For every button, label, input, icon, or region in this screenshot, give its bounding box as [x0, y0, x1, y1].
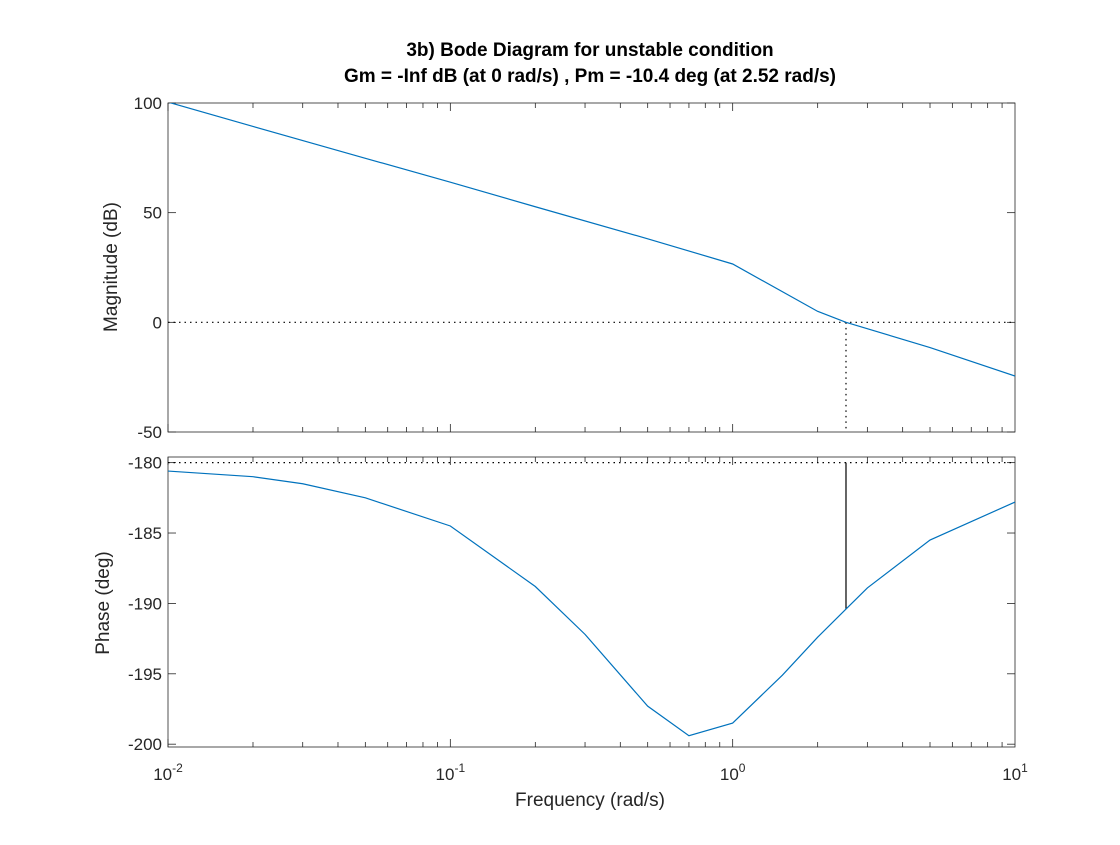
magnitude-axis-label: Magnitude (dB)	[101, 202, 122, 332]
phase-axes-box	[167, 456, 1016, 748]
chart-subtitle: Gm = -Inf dB (at 0 rad/s) , Pm = -10.4 d…	[344, 66, 836, 87]
magnitude-y-tick-label: 100	[134, 94, 162, 113]
tick-base: 10	[720, 765, 739, 784]
tick-base: 10	[1002, 765, 1021, 784]
magnitude-axes: 100 50 0 -50	[134, 94, 1016, 442]
frequency-tick-label: 100	[720, 761, 746, 784]
magnitude-y-tick-label: -50	[137, 423, 162, 442]
tick-exponent: 1	[1021, 761, 1028, 775]
tick-base: 10	[436, 765, 455, 784]
phase-y-tick-label: -190	[128, 594, 162, 613]
magnitude-line	[168, 103, 1015, 377]
chart-title: 3b) Bode Diagram for unstable condition	[406, 40, 773, 61]
phase-y-tick-label: -180	[128, 454, 162, 473]
frequency-axis-label: Frequency (rad/s)	[515, 790, 665, 811]
phase-line	[168, 470, 1015, 737]
tick-base: 10	[153, 765, 172, 784]
magnitude-axes-box	[167, 102, 1016, 433]
phase-axis-label: Phase (deg)	[93, 551, 114, 655]
tick-exponent: -2	[172, 761, 183, 775]
frequency-tick-labels: 10-2 10-1 100 101	[153, 761, 1028, 784]
frequency-tick-label: 10-1	[436, 761, 466, 784]
phase-axes: -180 -185 -190 -195 -200	[128, 454, 1016, 754]
phase-y-tick-label: -195	[128, 665, 162, 684]
phase-y-tick-label: -185	[128, 524, 162, 543]
phase-y-tick-label: -200	[128, 735, 162, 754]
tick-exponent: 0	[739, 761, 746, 775]
magnitude-y-tick-label: 50	[143, 204, 162, 223]
frequency-tick-label: 10-2	[153, 761, 183, 784]
magnitude-y-tick-label: 0	[153, 313, 162, 332]
frequency-tick-label: 101	[1002, 761, 1028, 784]
tick-exponent: -1	[454, 761, 465, 775]
